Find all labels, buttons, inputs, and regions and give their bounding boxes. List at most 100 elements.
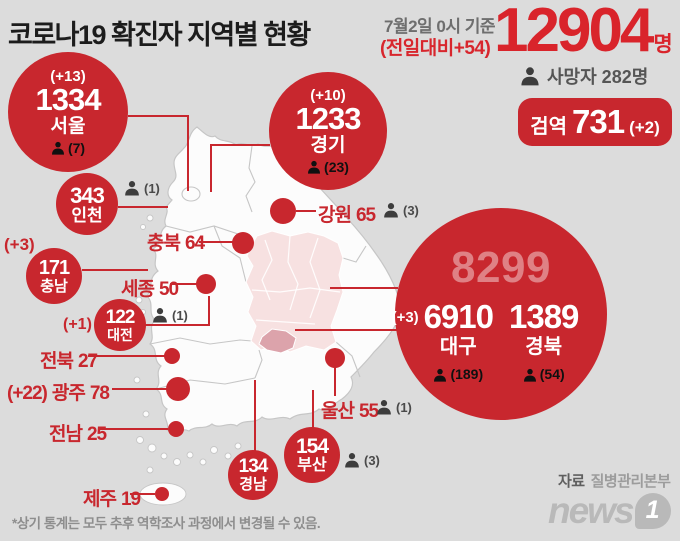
gwangju-label: (+22) 광주 78 xyxy=(7,378,110,405)
busan-deaths-icon xyxy=(344,452,360,468)
daegu-gyeongbuk-combined: 8299 xyxy=(451,243,551,293)
busan-circle: 154 부산 xyxy=(284,427,340,483)
chungbuk-dot xyxy=(232,232,254,254)
seoul-circle: (+13) 1334 서울 (7) xyxy=(8,52,128,172)
ulsan-dot xyxy=(325,348,345,368)
busan-deaths-count: (3) xyxy=(364,452,380,468)
jeonnam-value: 25 xyxy=(86,424,107,445)
ulsan-name: 울산 xyxy=(321,401,355,422)
gyeongbuk-name: 경북 xyxy=(525,336,563,359)
jeju-dot xyxy=(155,487,169,501)
ulsan-deaths-count: (1) xyxy=(396,399,412,415)
source-label: 자료 xyxy=(558,473,585,490)
gyeonggi-line xyxy=(210,144,270,192)
seoul-deaths-count: (7) xyxy=(67,139,86,156)
gangwon-deaths-count: (3) xyxy=(403,202,419,218)
map-dots xyxy=(155,198,345,501)
gyeongnam-name: 경남 xyxy=(239,476,267,494)
busan-deaths: (3) xyxy=(344,452,380,468)
jeonbuk-dot xyxy=(164,348,180,364)
incheon-deaths-count: (1) xyxy=(144,180,160,196)
seoul-line xyxy=(128,115,189,191)
news1-logo-digit: 1 xyxy=(634,492,671,529)
gyeonggi-deaths-count: (23) xyxy=(324,158,349,175)
gyeonggi-deaths-icon xyxy=(307,160,321,174)
sejong-value: 50 xyxy=(158,279,179,300)
quarantine-change: (+2) xyxy=(629,118,660,137)
chungnam-name: 충남 xyxy=(40,277,68,295)
sejong-label: 세종 50 xyxy=(121,274,179,301)
incheon-circle: 343 인천 xyxy=(56,173,118,235)
quarantine-badge: 검역 731 (+2) xyxy=(518,98,672,146)
sejong-dot xyxy=(196,274,216,294)
incheon-name: 인천 xyxy=(71,205,103,225)
gangwon-deaths-icon xyxy=(383,202,399,218)
jeonbuk-label: 전북 27 xyxy=(40,346,98,373)
seoul-value: 1334 xyxy=(35,82,102,118)
total-number: 12904 xyxy=(494,0,654,65)
gyeonggi-circle: (+10) 1233 경기 (23) xyxy=(269,72,387,190)
gyeonggi-name: 경기 xyxy=(310,134,346,156)
daejeon-value: 122 xyxy=(105,306,136,328)
total-deaths: 사망자 282명 xyxy=(520,63,648,89)
source-credit: 자료 질병관리본부 xyxy=(558,470,671,491)
deaths-text: 사망자 282명 xyxy=(547,67,649,87)
gwangju-dot xyxy=(166,377,190,401)
daegu-name: 대구 xyxy=(439,336,477,359)
gangwon-label: 강원 65 xyxy=(318,200,376,227)
news1-logo-text: news xyxy=(548,490,635,531)
seoul-deaths-icon xyxy=(51,141,65,155)
daegu-deaths-icon xyxy=(433,368,447,382)
gwangju-value: 78 xyxy=(89,383,110,404)
incheon-deaths: (1) xyxy=(124,180,160,196)
daejeon-line xyxy=(145,296,210,326)
daegu-gyeongbuk-circle: 8299 (+3) 6910 대구 (189) 1389 경북 (54) xyxy=(391,208,607,420)
gyeongnam-circle: 134 경남 xyxy=(228,450,278,500)
page-title: 코로나19 확진자 지역별 현황 xyxy=(8,20,311,50)
quarantine-value: 731 xyxy=(572,103,625,140)
jeju-label: 제주 19 xyxy=(83,484,141,511)
jeonnam-label: 전남 25 xyxy=(49,419,107,446)
gangwon-deaths: (3) xyxy=(383,202,419,218)
busan-value: 154 xyxy=(295,434,329,458)
deaths-person-icon xyxy=(520,66,540,86)
seoul-deaths: (7) xyxy=(51,141,85,156)
gwangju-name: 광주 xyxy=(51,383,86,404)
incheon-deaths-icon xyxy=(124,180,140,196)
daejeon-deaths-icon xyxy=(152,307,168,323)
gwangju-delta: (+22) xyxy=(7,383,48,404)
daily-change: (전일대비+54) xyxy=(380,38,491,59)
jeonbuk-name: 전북 xyxy=(40,351,74,372)
quarantine-label: 검역 xyxy=(530,116,568,138)
gyeonggi-deaths: (23) xyxy=(307,160,349,175)
gangwon-value: 65 xyxy=(355,205,376,226)
chungnam-circle: 171 충남 xyxy=(26,248,82,304)
seoul-name: 서울 xyxy=(50,115,86,137)
jeonnam-dot xyxy=(168,421,184,437)
gyeongbuk-region xyxy=(245,230,344,353)
daegu-delta: (+3) xyxy=(391,309,419,327)
gyeongbuk-county-lines xyxy=(251,235,341,325)
chungbuk-value: 64 xyxy=(184,233,205,254)
daegu-column: 6910 대구 (189) xyxy=(424,300,494,382)
gangwon-name: 강원 xyxy=(318,205,352,226)
daejeon-deaths: (1) xyxy=(152,307,188,323)
gyeongbuk-deaths-count: (54) xyxy=(539,366,565,383)
islands xyxy=(133,214,242,506)
jeju-name: 제주 xyxy=(83,489,117,510)
jeonbuk-value: 27 xyxy=(77,351,98,372)
busan-name: 부산 xyxy=(297,456,327,474)
daejeon-circle: 122 대전 xyxy=(94,299,146,351)
gyeongbuk-column: 1389 경북 (54) xyxy=(509,300,579,383)
daegu-region xyxy=(258,328,297,354)
daejeon-name: 대전 xyxy=(107,326,133,343)
total-unit: 명 xyxy=(653,33,673,56)
jeju-value: 19 xyxy=(120,489,141,510)
daejeon-delta: (+1) xyxy=(63,316,92,333)
gyeonggi-delta: (+10) xyxy=(310,86,346,104)
footnote: *상기 통계는 모두 추후 역학조사 과정에서 변경될 수 있음. xyxy=(12,516,321,531)
gangwon-dot xyxy=(270,198,296,224)
chungbuk-name: 충북 xyxy=(147,233,181,254)
